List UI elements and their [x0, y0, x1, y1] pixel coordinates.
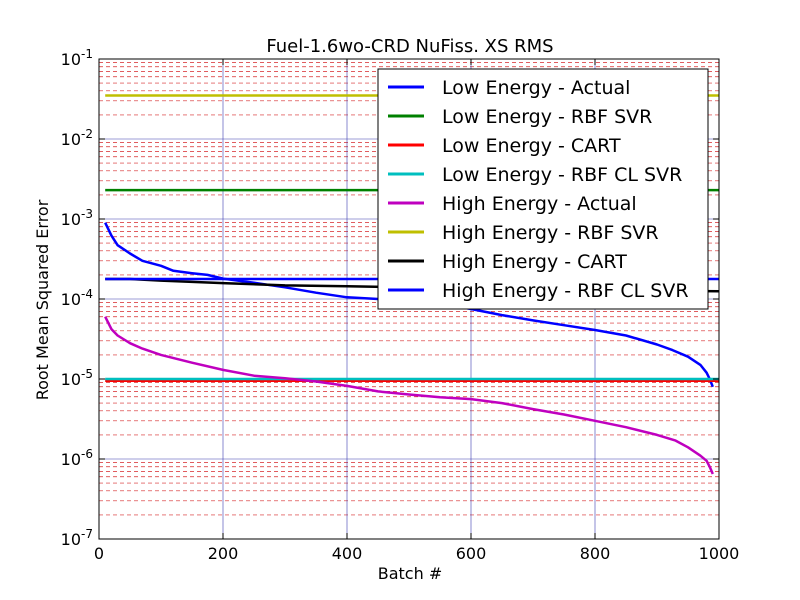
y-tick-label: 10-4: [61, 287, 93, 309]
x-tick-label: 200: [208, 544, 239, 563]
x-tick-label: 0: [94, 544, 104, 563]
y-tick-label: 10-1: [61, 47, 93, 69]
y-tick-label: 10-3: [61, 207, 93, 229]
legend-label: Low Energy - RBF CL SVR: [442, 164, 682, 186]
legend-label: High Energy - RBF CL SVR: [442, 280, 689, 302]
y-tick-label: 10-2: [61, 127, 93, 149]
y-tick-label: 10-5: [61, 367, 93, 389]
x-tick-label: 400: [332, 544, 363, 563]
legend-label: Low Energy - RBF SVR: [442, 106, 652, 128]
series-line-5: [104, 316, 714, 475]
legend-label: Low Energy - CART: [442, 135, 621, 157]
legend-label: High Energy - Actual: [442, 193, 637, 215]
legend-label: High Energy - CART: [442, 251, 627, 273]
legend-label: Low Energy - Actual: [442, 77, 630, 99]
legend-label: High Energy - RBF SVR: [442, 222, 659, 244]
x-tick-label: 800: [580, 544, 611, 563]
tick-labels: 0 200 400 600 800 1000 10-7 10-6 10-5 10-4 10-3 10-…: [61, 47, 740, 563]
chart-title: Fuel-1.6wo-CRD NuFiss. XS RMS: [266, 36, 553, 57]
x-tick-label: 600: [456, 544, 487, 563]
y-tick-label: 10-7: [61, 527, 93, 549]
y-axis-label: Root Mean Squared Error: [33, 199, 52, 400]
x-axis-label: Batch #: [378, 564, 442, 583]
ticks: [98, 58, 720, 540]
legend-box: [377, 68, 709, 310]
y-tick-label: 10-6: [61, 447, 93, 469]
legend: Low Energy - Actual Low Energy - RBF SVR L…: [377, 68, 709, 310]
x-tick-label: 1000: [699, 544, 740, 563]
